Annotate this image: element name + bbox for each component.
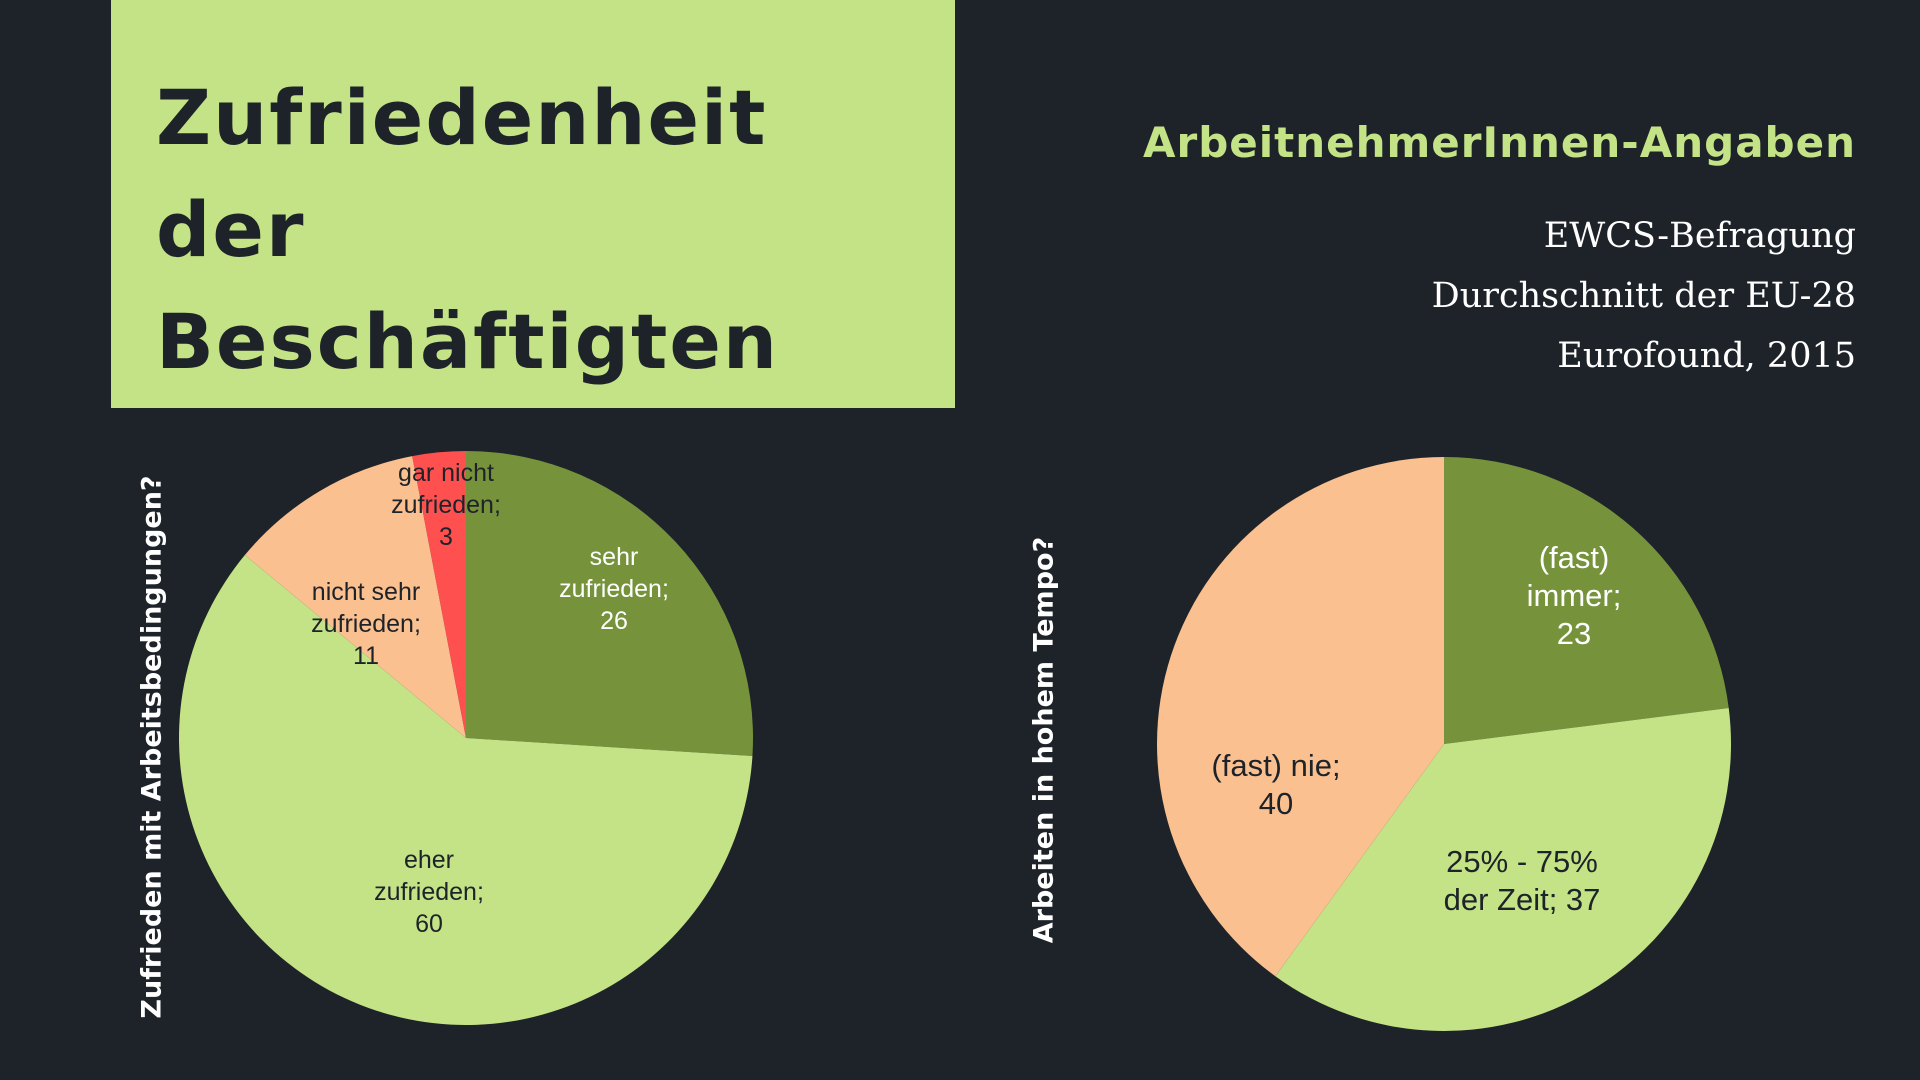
title-line-1: Zufriedenheit der <box>156 73 768 274</box>
title-line-2: Beschäftigten <box>156 297 779 386</box>
pie-slice-sehr-zufrieden <box>466 451 753 757</box>
subtitle: ArbeitnehmerInnen-Angaben <box>1143 118 1856 167</box>
data-label-fast-immer: (fast) immer; 23 <box>1527 540 1622 651</box>
pie-slice-eher-zufrieden <box>178 555 753 1025</box>
data-label-eher-zufrieden: eher zufrieden; 60 <box>374 846 484 938</box>
data-label-fast-nie: (fast) nie; 40 <box>1211 748 1340 821</box>
data-label-gar-nicht-zufrieden: gar nicht zufrieden; 3 <box>391 459 501 551</box>
pie-chart-pace: (fast) immer; 23 25% - 75% der Zeit; 37 (fast… <box>1157 457 1731 1031</box>
title-box <box>111 0 955 408</box>
source-line-3: Eurofound, 2015 <box>1557 336 1856 376</box>
data-label-sehr-zufrieden: sehr zufrieden; 26 <box>559 543 669 635</box>
data-label-nicht-sehr-zufrieden: nicht sehr zufrieden; 11 <box>311 578 421 670</box>
pie-slice-nicht-sehr-zufrieden <box>244 456 466 738</box>
pie-slice-fast-immer <box>1444 457 1729 744</box>
data-label-25-75-der-zeit: 25% - 75% der Zeit; 37 <box>1444 844 1601 917</box>
page-title: Zufriedenheit der Beschäftigten <box>156 62 936 398</box>
pie-slice-25-75-der-zeit <box>1275 708 1731 1031</box>
source-line-1: EWCS-Befragung <box>1543 216 1856 256</box>
source-line-2: Durchschnitt der EU-28 <box>1431 276 1856 316</box>
chart1-ylabel: Zufrieden mit Arbeitsbedingungen? <box>136 475 168 1019</box>
pie-slice-fast-nie <box>1157 457 1444 977</box>
pie-chart-satisfaction: sehr zufrieden; 26 eher zufrieden; 60 nicht se… <box>178 451 753 1025</box>
chart2-ylabel: Arbeiten in hohem Tempo? <box>1028 536 1060 944</box>
pie-slice-gar-nicht-zufrieden <box>412 451 466 738</box>
